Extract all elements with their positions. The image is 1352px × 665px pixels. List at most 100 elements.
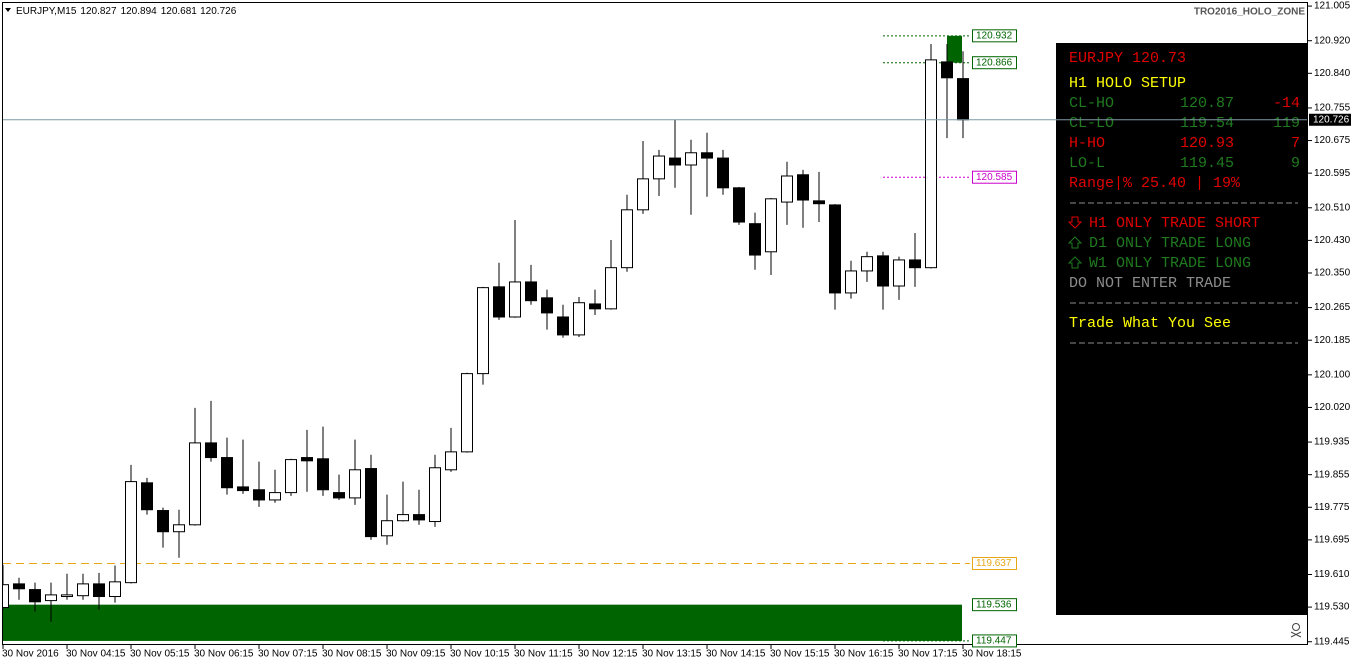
level-label-box — [972, 29, 1017, 43]
signal-text: D1 ONLY TRADE LONG — [1089, 235, 1251, 252]
candle-body — [829, 204, 841, 294]
candle-body — [269, 492, 281, 501]
level-label-box — [972, 598, 1017, 612]
panel-setup: H1 HOLO SETUP — [1069, 75, 1186, 92]
candle-body — [285, 459, 297, 494]
candle-body — [509, 281, 521, 318]
info-panel: EURJPY 120.73 H1 HOLO SETUP CL-HO 120.87 -14… — [1056, 43, 1307, 615]
x-tick-label: 30 Nov 15:15 — [770, 649, 830, 660]
y-tick-label: 120.510 — [1314, 202, 1351, 213]
candle-body — [893, 259, 905, 287]
y-tick-label: 119.445 — [1314, 636, 1350, 647]
x-tick-label: 30 Nov 09:15 — [386, 649, 446, 660]
x-tick-label: 30 Nov 10:15 — [450, 649, 510, 660]
candle-body — [3, 584, 9, 609]
row-value: 119.54 — [1180, 115, 1234, 132]
candle-body — [797, 174, 809, 201]
candle-body — [861, 256, 873, 272]
y-tick-label: 120.185 — [1314, 335, 1351, 346]
y-tick-label: 121.005 — [1314, 1, 1351, 12]
y-tick-label: 120.595 — [1314, 168, 1351, 179]
candle-body — [461, 373, 473, 453]
x-tick-label: 30 Nov 2016 — [2, 649, 59, 660]
candle-body — [557, 316, 569, 336]
candle-body — [429, 467, 441, 523]
signal-arrow — [1067, 256, 1083, 269]
row-label: CL-HO — [1069, 95, 1114, 112]
x-tick-label: 30 Nov 16:15 — [834, 649, 894, 660]
candle-body — [733, 187, 745, 223]
y-tick-label: 119.935 — [1314, 437, 1350, 448]
level-label: 119.637 — [976, 558, 1012, 569]
candle-body — [317, 458, 329, 491]
row-diff: -14 — [1273, 95, 1300, 112]
candle-body — [45, 594, 57, 602]
candle-body — [813, 200, 825, 205]
candle-body — [669, 157, 681, 166]
candle-body — [765, 198, 777, 253]
plot — [3, 35, 970, 642]
row-value: 120.87 — [1180, 95, 1234, 112]
panel-range: Range|% 25.40 | 19% — [1069, 175, 1241, 192]
chart-header: EURJPY,M15 120.827 120.894 120.681 120.726 — [16, 6, 237, 17]
candle-body — [413, 514, 425, 521]
candle-body — [77, 583, 89, 597]
panel-bg — [1056, 43, 1307, 615]
candle-body — [909, 259, 921, 269]
candle-body — [685, 152, 697, 166]
candle-body — [541, 297, 553, 314]
ohlc-high: 120.894 — [121, 6, 158, 17]
candle-body — [205, 442, 217, 459]
candle-body — [365, 468, 377, 538]
ohlc-low: 120.681 — [161, 6, 198, 17]
signal-text: H1 ONLY TRADE SHORT — [1089, 215, 1260, 232]
price-label: 120.726 — [1313, 114, 1350, 125]
x-tick-label: 30 Nov 08:15 — [322, 649, 382, 660]
symbol: EURJPY,M15 — [16, 6, 77, 17]
level-label: 119.536 — [976, 599, 1012, 610]
candle-body — [605, 267, 617, 310]
y-tick-label: 120.430 — [1314, 235, 1351, 246]
candle-body — [13, 583, 25, 590]
y-tick-label: 120.840 — [1314, 68, 1351, 79]
candle-body — [109, 581, 121, 598]
signal-text: W1 ONLY TRADE LONG — [1089, 255, 1251, 272]
candle-body — [445, 451, 457, 471]
candle-body — [925, 59, 937, 269]
level-label: 120.585 — [976, 172, 1013, 183]
candle-body — [493, 286, 505, 318]
level-label-box — [972, 634, 1017, 648]
signal-text: DO NOT ENTER TRADE — [1069, 275, 1231, 292]
candle-body — [637, 178, 649, 211]
candle-body — [125, 481, 137, 584]
candle-body — [381, 520, 393, 537]
y-tick-label: 120.265 — [1314, 302, 1351, 313]
candle-body — [845, 270, 857, 294]
panel-motto: Trade What You See — [1069, 315, 1231, 332]
y-tick-label: 119.855 — [1314, 469, 1350, 480]
ohlc-close: 120.726 — [200, 6, 237, 17]
level-label: 120.866 — [976, 57, 1013, 68]
menu-arrow[interactable] — [5, 8, 11, 12]
candle-body — [349, 469, 361, 499]
x-tick-label: 30 Nov 18:15 — [962, 649, 1022, 660]
candle-body — [29, 589, 41, 603]
candle-body — [333, 492, 345, 499]
candle-body — [589, 303, 601, 310]
candle-body — [621, 209, 633, 269]
candle-body — [141, 482, 153, 511]
candle-body — [173, 524, 185, 533]
zone — [3, 604, 962, 641]
y-tick-label: 120.920 — [1314, 35, 1351, 46]
y-tick-label: 120.100 — [1314, 369, 1351, 380]
skull-icon — [1290, 623, 1302, 638]
level-label-box — [972, 170, 1017, 184]
plot-frame — [2, 2, 1308, 645]
y-tick-label: 120.020 — [1314, 402, 1351, 413]
row-label: H-HO — [1069, 135, 1105, 152]
row-diff: 119 — [1273, 115, 1300, 132]
x-tick-label: 30 Nov 05:15 — [130, 649, 190, 660]
row-diff: 7 — [1291, 135, 1300, 152]
price-label-box — [1309, 113, 1351, 126]
